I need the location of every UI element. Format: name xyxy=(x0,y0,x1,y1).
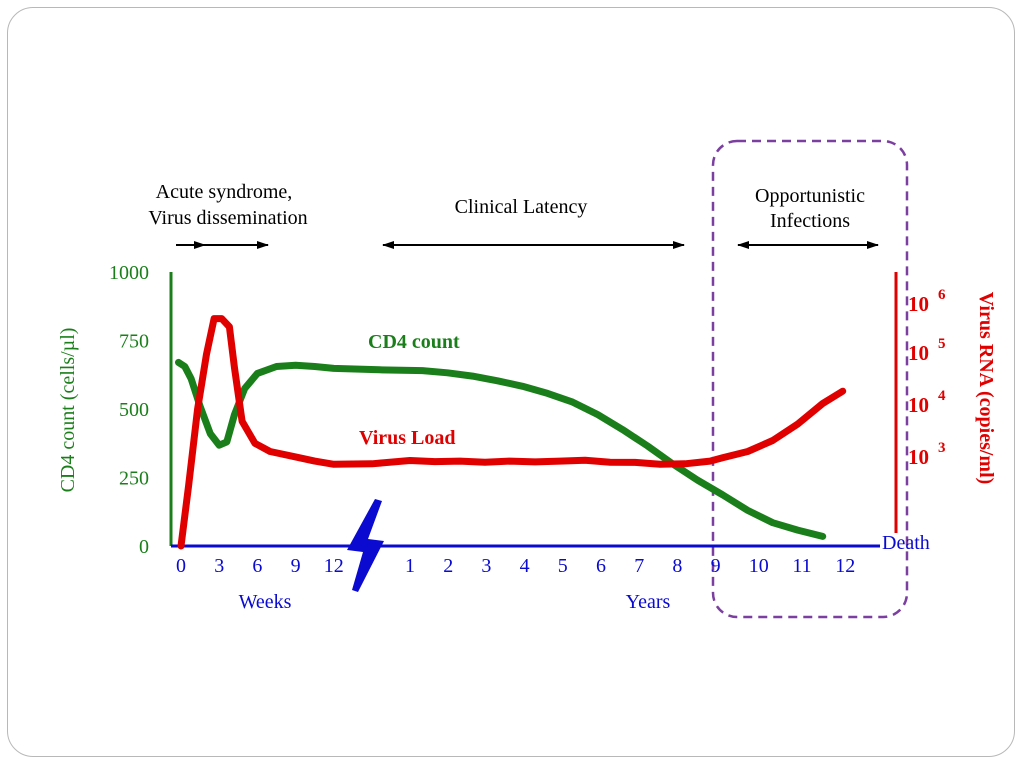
week-tick-label: 9 xyxy=(291,555,301,577)
right-tick-label: 10 5 xyxy=(908,336,946,365)
year-tick-label: 4 xyxy=(520,555,530,577)
right-y-ticks: 10 6 10 5 10 4 10 3 xyxy=(908,287,946,469)
year-tick-label: 7 xyxy=(634,555,644,577)
virus-load-label: Virus Load xyxy=(359,427,456,449)
virus-load-line xyxy=(177,315,847,550)
x-axis-ticks: 0 3 6 9 12 1 2 3 4 5 6 7 8 9 10 11 12 xyxy=(176,555,855,577)
phase-opportunistic-line1: Opportunistic xyxy=(755,185,865,207)
phase-latency-label: Clinical Latency xyxy=(455,196,588,218)
week-tick-label: 3 xyxy=(214,555,224,577)
year-tick-label: 1 xyxy=(405,555,415,577)
opportunistic-highlight-box xyxy=(711,139,909,619)
timeline-break-lightning xyxy=(347,499,384,592)
right-tick-exponent: 4 xyxy=(938,388,946,404)
left-tick-label: 250 xyxy=(119,468,149,490)
year-tick-label: 8 xyxy=(672,555,682,577)
years-label: Years xyxy=(626,591,671,613)
right-tick-exponent: 5 xyxy=(938,336,946,352)
cd4-count-label: CD4 count xyxy=(368,331,460,353)
cd4-count-line xyxy=(175,358,827,540)
right-tick-label: 10 4 xyxy=(908,388,946,417)
right-tick-base: 10 xyxy=(908,292,929,316)
year-tick-label: 6 xyxy=(596,555,606,577)
year-tick-label: 12 xyxy=(835,555,855,577)
right-tick-base: 10 xyxy=(908,445,929,469)
year-tick-label: 11 xyxy=(792,555,811,577)
week-tick-label: 12 xyxy=(324,555,344,577)
weeks-label: Weeks xyxy=(239,591,292,613)
right-tick-label: 10 6 xyxy=(908,287,946,316)
year-tick-label: 5 xyxy=(558,555,568,577)
right-tick-exponent: 3 xyxy=(938,440,946,456)
year-tick-label: 3 xyxy=(481,555,491,577)
year-tick-label: 10 xyxy=(749,555,769,577)
year-tick-label: 2 xyxy=(443,555,453,577)
left-tick-label: 500 xyxy=(119,399,149,421)
week-tick-label: 0 xyxy=(176,555,186,577)
right-tick-label: 10 3 xyxy=(908,440,946,469)
left-y-ticks: 1000 750 500 250 0 xyxy=(109,262,149,558)
left-y-axis-label: CD4 count (cells/µl) xyxy=(57,328,79,493)
week-tick-label: 6 xyxy=(252,555,262,577)
right-tick-exponent: 6 xyxy=(938,287,946,303)
right-tick-base: 10 xyxy=(908,341,929,365)
right-tick-base: 10 xyxy=(908,393,929,417)
death-label: Death xyxy=(882,532,930,554)
left-tick-label: 0 xyxy=(139,536,149,558)
left-tick-label: 750 xyxy=(119,331,149,353)
phase-acute-line2: Virus dissemination xyxy=(148,207,307,229)
year-tick-label: 9 xyxy=(711,555,721,577)
left-tick-label: 1000 xyxy=(109,262,149,284)
right-y-axis-label: Virus RNA (copies/ml) xyxy=(975,292,997,485)
phase-acute-line1: Acute syndrome, xyxy=(156,181,293,203)
phase-opportunistic-line2: Infections xyxy=(770,210,850,232)
